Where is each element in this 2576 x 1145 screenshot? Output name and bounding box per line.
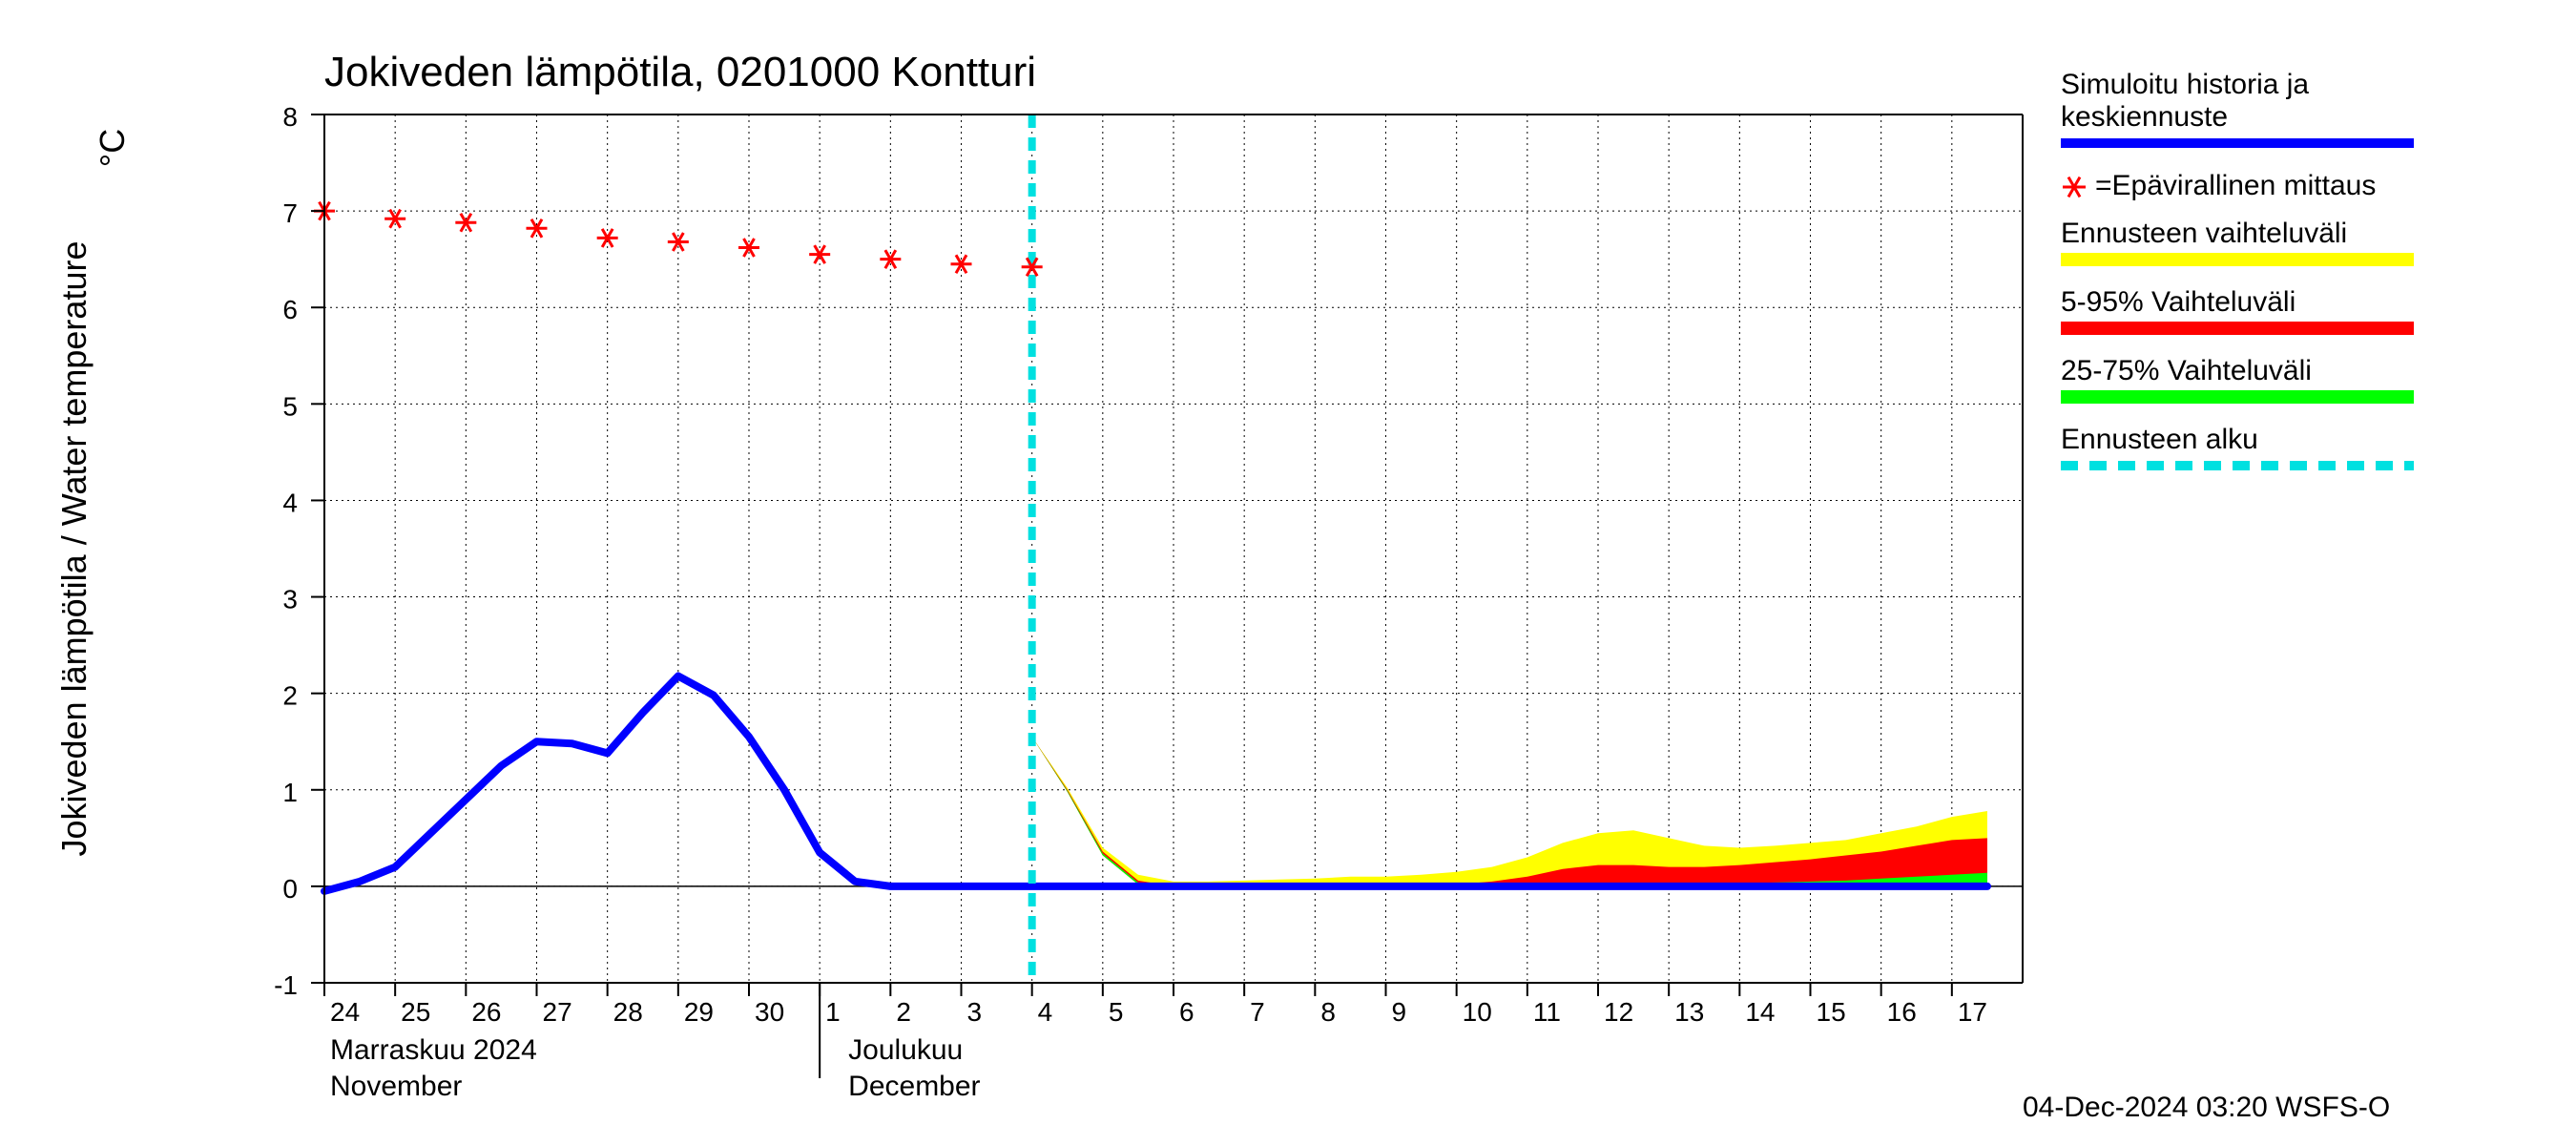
y-tick-label: -1 (274, 970, 298, 1000)
x-tick-label: 2 (896, 997, 911, 1027)
x-tick-label: 28 (613, 997, 643, 1027)
x-tick-label: 13 (1674, 997, 1704, 1027)
footer-timestamp: 04-Dec-2024 03:20 WSFS-O (2023, 1092, 2390, 1123)
y-tick-label: 1 (282, 778, 298, 807)
legend-label: 25-75% Vaihteluväli (2061, 355, 2312, 386)
x-tick-label: 9 (1392, 997, 1407, 1027)
legend-swatch-band (2061, 390, 2414, 404)
x-tick-label: 16 (1887, 997, 1917, 1027)
x-tick-label: 27 (543, 997, 572, 1027)
x-tick-label: 12 (1604, 997, 1633, 1027)
month-label-1-en: November (330, 1071, 462, 1102)
y-tick-label: 4 (282, 488, 298, 517)
legend-label: Simuloitu historia ja (2061, 69, 2309, 100)
x-tick-label: 11 (1533, 997, 1561, 1027)
legend-swatch-band (2061, 253, 2414, 266)
legend-label: =Epävirallinen mittaus (2095, 170, 2376, 201)
y-tick-label: 3 (282, 585, 298, 614)
x-tick-label: 26 (471, 997, 501, 1027)
x-tick-label: 3 (967, 997, 983, 1027)
y-tick-label: 0 (282, 874, 298, 904)
x-tick-label: 1 (825, 997, 841, 1027)
y-axis-label: Jokiveden lämpötila / Water temperature (54, 241, 93, 857)
month-label-2-fi: Joulukuu (848, 1034, 963, 1066)
measurement-marker (455, 214, 476, 232)
x-tick-label: 14 (1745, 997, 1775, 1027)
x-tick-label: 4 (1038, 997, 1053, 1027)
forecast-bands (1032, 737, 1987, 886)
x-tick-label: 7 (1250, 997, 1265, 1027)
legend-label: Ennusteen alku (2061, 424, 2258, 455)
y-tick-label: 5 (282, 391, 298, 421)
x-tick-label: 5 (1109, 997, 1124, 1027)
y-tick-label: 2 (282, 681, 298, 711)
x-tick-label: 29 (684, 997, 714, 1027)
x-tick-label: 6 (1179, 997, 1195, 1027)
month-label-2-en: December (848, 1071, 980, 1102)
x-tick-label: 8 (1320, 997, 1336, 1027)
y-tick-label: 8 (282, 102, 298, 132)
chart-svg: -101234567824252627282930123456789101112… (0, 0, 2576, 1145)
legend-label: keskiennuste (2061, 101, 2228, 133)
chart-container: -101234567824252627282930123456789101112… (0, 0, 2576, 1145)
legend-label: Ennusteen vaihteluväli (2061, 218, 2347, 249)
x-tick-label: 30 (755, 997, 784, 1027)
chart-title: Jokiveden lämpötila, 0201000 Kontturi (324, 49, 1036, 95)
measurement-marker (2063, 177, 2086, 198)
x-tick-label: 15 (1817, 997, 1846, 1027)
measurement-marker (597, 229, 618, 247)
y-axis-unit: °C (93, 129, 132, 167)
y-tick-label: 6 (282, 295, 298, 324)
x-tick-label: 17 (1958, 997, 1987, 1027)
legend-label: 5-95% Vaihteluväli (2061, 286, 2296, 318)
x-tick-label: 24 (330, 997, 360, 1027)
month-label-1-fi: Marraskuu 2024 (330, 1034, 537, 1066)
x-tick-label: 25 (401, 997, 430, 1027)
legend-swatch-band (2061, 322, 2414, 335)
x-tick-label: 10 (1463, 997, 1492, 1027)
y-tick-label: 7 (282, 198, 298, 228)
measurement-marker (527, 219, 548, 238)
